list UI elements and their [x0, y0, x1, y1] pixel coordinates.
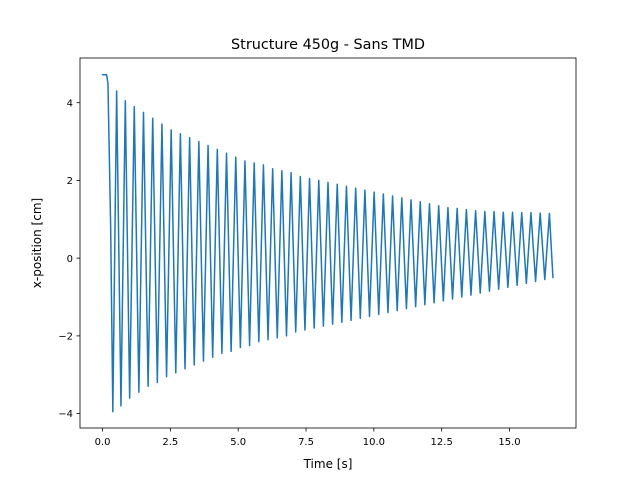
x-axis-label: Time [s]: [303, 457, 353, 471]
y-axis: −4 −2 0 2 4: [58, 98, 80, 420]
x-tick-label: 10.0: [363, 437, 385, 448]
x-tick-label: 15.0: [498, 437, 520, 448]
y-tick-label: 4: [67, 98, 73, 109]
y-tick-label: −4: [58, 409, 73, 420]
x-tick-label: 12.5: [431, 437, 453, 448]
series-layer: [101, 73, 554, 413]
x-tick-label: 5.0: [230, 437, 246, 448]
x-tick-label: 7.5: [298, 437, 314, 448]
y-tick-label: 0: [67, 254, 73, 265]
plot-area: [79, 57, 577, 429]
chart-title: Structure 450g - Sans TMD: [231, 37, 425, 53]
x-tick-label: 0.0: [95, 437, 111, 448]
y-tick-label: −2: [58, 331, 73, 342]
plot-frame: [79, 57, 577, 429]
x-tick-label: 2.5: [162, 437, 178, 448]
y-tick-label: 2: [67, 176, 73, 187]
y-axis-label: x-position [cm]: [30, 198, 44, 288]
series-line-0: [101, 73, 554, 413]
x-axis: 0.0 2.5 5.0 7.5 10.0 12.5 15.0: [95, 428, 521, 448]
